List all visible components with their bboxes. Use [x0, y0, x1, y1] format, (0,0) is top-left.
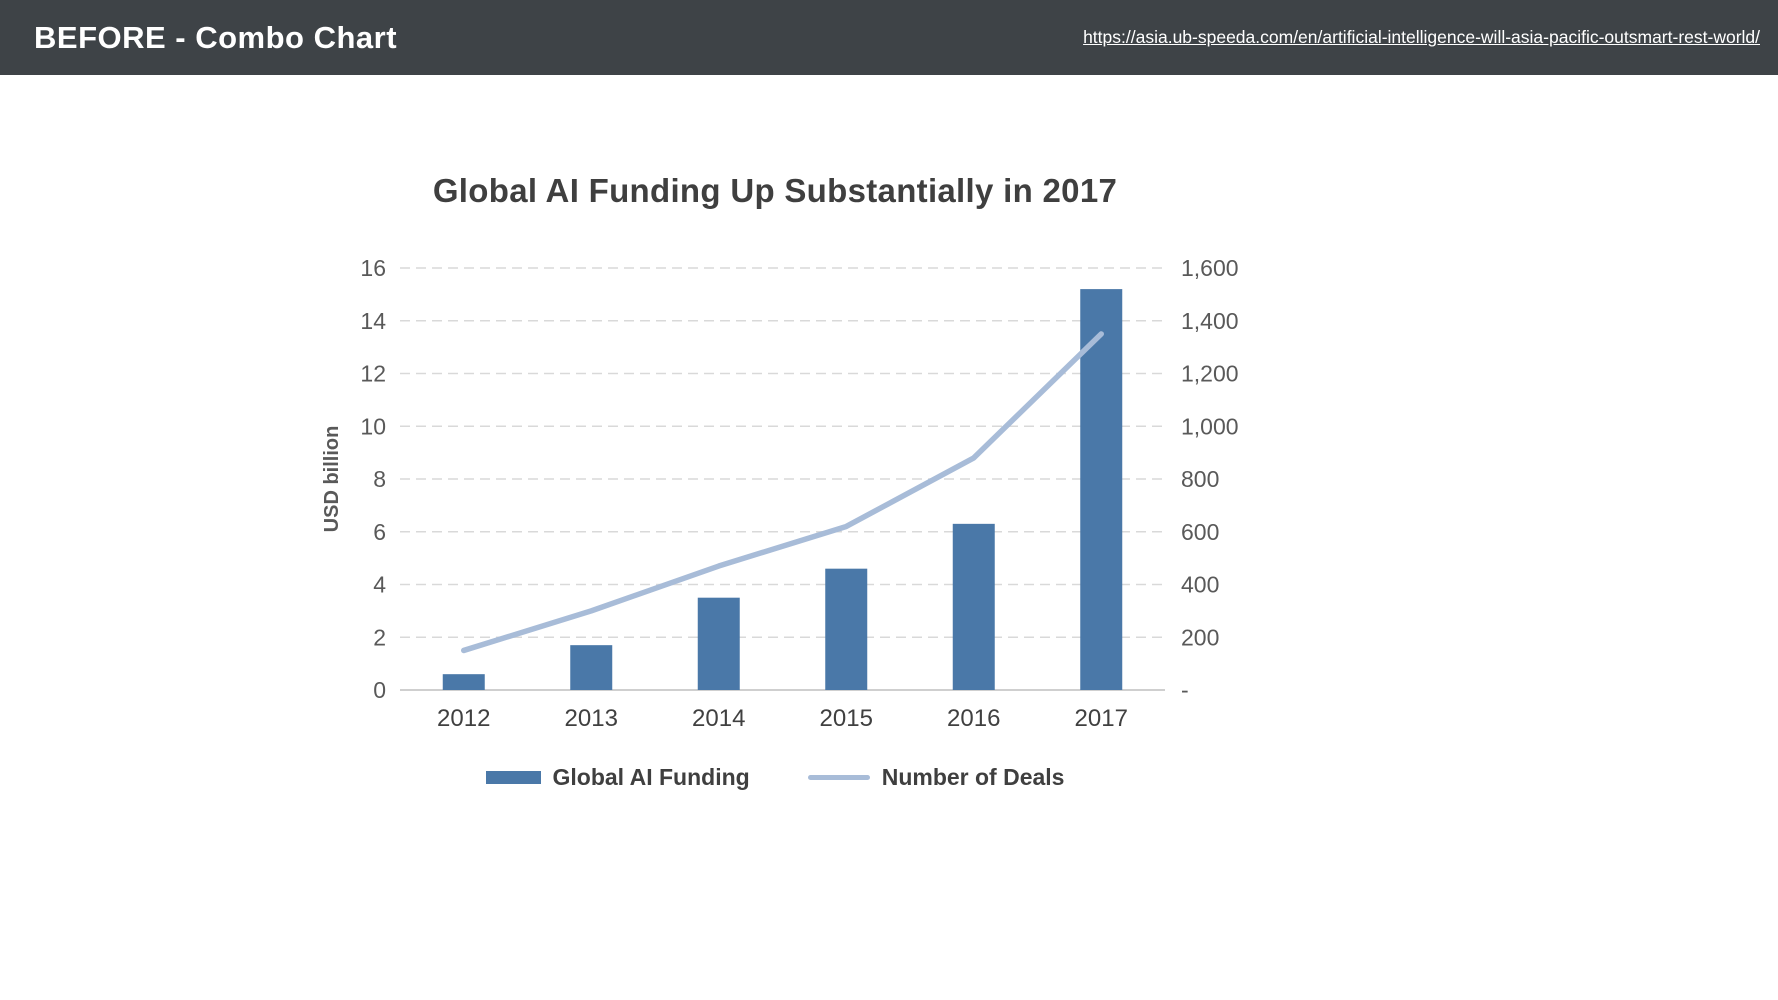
header-bar: BEFORE - Combo Chart https://asia.ub-spe…: [0, 0, 1778, 75]
page-title: BEFORE - Combo Chart: [34, 19, 398, 55]
legend-item-deals: Number of Deals: [807, 764, 1065, 791]
legend-label-deals: Number of Deals: [881, 764, 1065, 790]
legend-item-funding: Global AI Funding: [485, 764, 750, 791]
svg-text:1,600: 1,600: [1181, 255, 1239, 281]
svg-text:2016: 2016: [947, 705, 1000, 732]
chart-title: Global AI Funding Up Substantially in 20…: [432, 172, 1118, 209]
svg-text:14: 14: [360, 308, 386, 334]
svg-text:2015: 2015: [820, 705, 873, 732]
svg-text:200: 200: [1181, 624, 1219, 650]
svg-text:USD billion: USD billion: [321, 426, 343, 533]
line-series-swatch: [807, 775, 870, 780]
chart-legend: Global AI Funding Number of Deals: [300, 764, 1250, 791]
svg-text:12: 12: [360, 361, 386, 387]
svg-text:4: 4: [373, 572, 386, 598]
chart-plot: 0 2 4 6 8 10 12 14 16 - 200 400 600 800 1,000 1,200 1,40…: [321, 255, 1239, 732]
svg-text:10: 10: [360, 413, 386, 439]
svg-text:2014: 2014: [692, 705, 745, 732]
legend-label-funding: Global AI Funding: [552, 764, 750, 790]
svg-text:2017: 2017: [1075, 705, 1128, 732]
combo-chart: Global AI Funding Up Substantially in 20…: [300, 172, 1250, 791]
svg-text:-: -: [1181, 677, 1189, 703]
svg-text:0: 0: [373, 677, 386, 703]
svg-text:800: 800: [1181, 466, 1219, 492]
svg-text:1,000: 1,000: [1181, 413, 1239, 439]
svg-text:2012: 2012: [437, 705, 490, 732]
svg-text:8: 8: [373, 466, 386, 492]
svg-text:1,400: 1,400: [1181, 308, 1239, 334]
svg-text:2: 2: [373, 624, 386, 650]
svg-text:16: 16: [360, 255, 386, 281]
bar-series-swatch: [485, 771, 541, 784]
svg-text:2013: 2013: [565, 705, 618, 732]
svg-text:400: 400: [1181, 572, 1219, 598]
svg-text:6: 6: [373, 519, 386, 545]
source-url-link[interactable]: https://asia.ub-speeda.com/en/artificial…: [1083, 27, 1760, 47]
svg-text:1,200: 1,200: [1181, 361, 1239, 387]
svg-text:600: 600: [1181, 519, 1219, 545]
